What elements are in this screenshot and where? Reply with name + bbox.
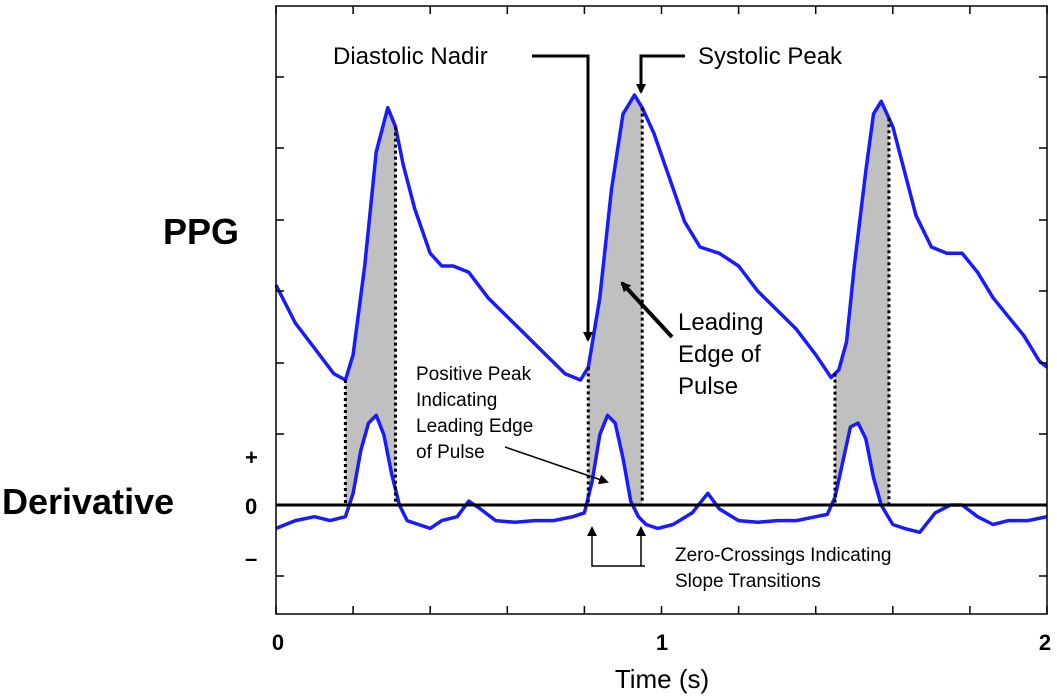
shaded-region-2 (588, 95, 643, 505)
derivative-label: Derivative (2, 481, 174, 522)
curves (274, 93, 1049, 535)
x-tick-label-2: 2 (1039, 630, 1051, 655)
leading-edge-label-1: Leading (678, 309, 763, 336)
zero-crossings-label-2: Slope Transitions (675, 571, 821, 592)
positive-peak-label-1: Positive Peak (416, 364, 532, 385)
positive-peak-arrow (504, 446, 609, 485)
zero-crossing-bracket-left (587, 526, 645, 567)
ppg-line (274, 93, 1049, 382)
axis-ticks (275, 6, 1048, 614)
x-tick-label-1: 1 (656, 630, 668, 655)
leading-edge-label-3: Pulse (678, 373, 738, 400)
derivative-line (275, 413, 1048, 535)
positive-peak-label-3: Leading Edge (416, 416, 533, 437)
x-axis-title: Time (s) (615, 664, 709, 694)
ppg-label: PPG (163, 211, 239, 252)
plus-sign-label: + (245, 445, 258, 470)
shaded-regions (345, 95, 889, 505)
minus-sign-label: – (245, 546, 257, 571)
diastolic-nadir-label: Diastolic Nadir (333, 43, 488, 70)
diastolic-nadir-arrow (532, 54, 593, 342)
leading-edge-arrow (620, 281, 674, 339)
positive-peak-label-4: of Pulse (416, 442, 485, 463)
systolic-peak-label: Systolic Peak (698, 43, 843, 70)
x-tick-label-0: 0 (272, 630, 284, 655)
shaded-region-1 (345, 108, 396, 505)
zero-sign-label: 0 (245, 494, 257, 519)
leading-edge-label-2: Edge of (678, 341, 761, 368)
zero-crossings-label-1: Zero-Crossings Indicating (675, 545, 891, 566)
positive-peak-label-2: Indicating (416, 390, 497, 411)
systolic-peak-arrow (636, 54, 685, 94)
shaded-region-3 (835, 102, 889, 505)
